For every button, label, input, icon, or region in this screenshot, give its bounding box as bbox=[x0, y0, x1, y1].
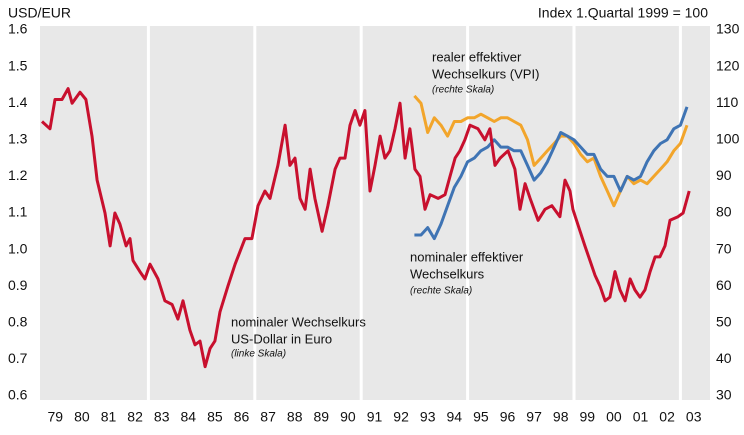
y-tick-label: 1.3 bbox=[8, 131, 28, 147]
annotation: Wechselkurs bbox=[410, 266, 485, 281]
y-tick-label: 1.4 bbox=[8, 94, 28, 110]
x-tick-label: 86 bbox=[234, 409, 250, 425]
x-tick-label: 82 bbox=[127, 409, 143, 425]
x-tick-label: 83 bbox=[154, 409, 170, 425]
y2-tick-label: 70 bbox=[716, 240, 732, 256]
x-tick-label: 90 bbox=[340, 409, 356, 425]
y-tick-label: 0.8 bbox=[8, 314, 28, 330]
x-tick-label: 96 bbox=[500, 409, 516, 425]
annotation: US-Dollar in Euro bbox=[231, 331, 332, 346]
annotation: Wechselkurs (VPI) bbox=[432, 66, 539, 81]
series-line bbox=[40, 87, 691, 369]
y2-tick-label: 120 bbox=[716, 57, 740, 73]
y-tick-label: 1.0 bbox=[8, 240, 28, 256]
x-tick-label: 85 bbox=[207, 409, 223, 425]
x-tick-label: 92 bbox=[393, 409, 409, 425]
y-tick-label: 0.6 bbox=[8, 387, 28, 403]
x-tick-label: 93 bbox=[420, 409, 436, 425]
y-tick-label: 1.5 bbox=[8, 57, 28, 73]
y2-tick-label: 100 bbox=[716, 131, 740, 147]
x-tick-label: 91 bbox=[367, 409, 383, 425]
y2-tick-label: 30 bbox=[716, 387, 732, 403]
series-line bbox=[414, 106, 689, 241]
x-tick-label: 79 bbox=[48, 409, 64, 425]
annotation: nominaler effektiver bbox=[410, 249, 524, 264]
x-tick-label: 01 bbox=[633, 409, 649, 425]
y-tick-label: 1.6 bbox=[8, 21, 28, 37]
y2-tick-label: 130 bbox=[716, 21, 740, 37]
series-line bbox=[413, 94, 689, 208]
x-tick-label: 03 bbox=[686, 409, 702, 425]
x-tick-label: 84 bbox=[181, 409, 197, 425]
y2-tick-label: 40 bbox=[716, 350, 732, 366]
x-tick-label: 80 bbox=[74, 409, 90, 425]
y2-tick-label: 60 bbox=[716, 277, 732, 293]
y-axis-title: USD/EUR bbox=[8, 5, 71, 21]
x-tick-label: 87 bbox=[260, 409, 276, 425]
x-tick-label: 81 bbox=[101, 409, 117, 425]
annotation: (rechte Skala) bbox=[410, 286, 472, 297]
annotation: nominaler Wechselkurs bbox=[231, 314, 366, 329]
y-tick-label: 1.2 bbox=[8, 167, 28, 183]
x-tick-label: 99 bbox=[580, 409, 596, 425]
x-tick-label: 95 bbox=[473, 409, 489, 425]
annotation: (rechte Skala) bbox=[432, 85, 494, 96]
annotation: realer effektiver bbox=[432, 49, 522, 64]
x-tick-label: 98 bbox=[553, 409, 569, 425]
y-tick-label: 1.1 bbox=[8, 204, 28, 220]
y2-axis-title: Index 1.Quartal 1999 = 100 bbox=[538, 5, 708, 21]
plot-background bbox=[40, 26, 710, 400]
y2-tick-label: 50 bbox=[716, 314, 732, 330]
x-tick-label: 94 bbox=[447, 409, 463, 425]
y2-tick-label: 110 bbox=[716, 94, 739, 110]
y-tick-label: 0.7 bbox=[8, 350, 28, 366]
annotation: (linke Skala) bbox=[231, 349, 286, 360]
x-tick-label: 97 bbox=[526, 409, 542, 425]
y2-tick-label: 90 bbox=[716, 167, 732, 183]
x-tick-label: 00 bbox=[606, 409, 622, 425]
y2-tick-label: 80 bbox=[716, 204, 732, 220]
x-tick-label: 02 bbox=[659, 409, 675, 425]
x-tick-label: 89 bbox=[314, 409, 330, 425]
y-tick-label: 0.9 bbox=[8, 277, 28, 293]
x-tick-label: 88 bbox=[287, 409, 303, 425]
